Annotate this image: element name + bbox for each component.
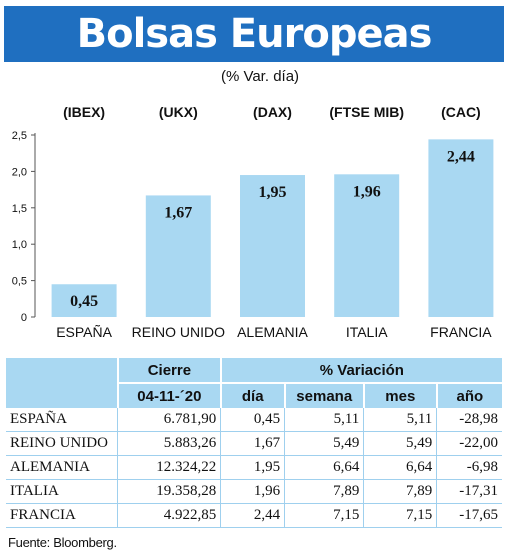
row-dia: 1,95 [220,455,285,480]
row-name: ALEMANIA [6,455,118,480]
bar [51,284,117,317]
y-tick-label: 0,5 [12,276,27,288]
index-label: (CAC) [441,104,481,120]
y-tick-label: 2,5 [12,130,27,142]
header-blank [6,358,118,383]
y-tick-label: 1,5 [12,203,27,215]
row-dia: 0,45 [220,408,285,432]
index-label: (IBEX) [63,104,105,120]
data-label: 1,67 [164,204,192,221]
x-tick-label: ITALIA [346,324,388,340]
header-variacion: % Variación [219,358,502,384]
row-anio: -22,00 [436,431,502,456]
header-date: 04-11-´20 [116,383,221,408]
header-cierre: Cierre [116,358,221,384]
row-name: ITALIA [6,479,118,504]
row-semana: 5,49 [284,431,364,456]
row-semana: 7,15 [284,503,364,528]
row-name: REINO UNIDO [6,431,118,456]
table-row: ESPAÑA 6.781,90 0,45 5,11 5,11 -28,98 [6,408,502,432]
row-dia: 2,44 [220,503,285,528]
y-tick-label: 1,0 [12,239,27,251]
data-label: 2,44 [447,148,475,165]
data-label: 1,96 [353,183,381,200]
row-cierre: 19.358,28 [117,479,221,504]
row-name: ESPAÑA [6,408,118,432]
chart-subtitle: (% Var. día) [220,68,300,85]
row-mes: 6,64 [363,455,437,480]
row-cierre: 6.781,90 [117,408,221,432]
col-dia: día [219,383,285,408]
table-row: REINO UNIDO 5.883,26 1,67 5,49 5,49 -22,00 [6,431,502,456]
header-blank-2 [6,383,118,408]
row-mes: 7,15 [363,503,437,528]
row-anio: -17,31 [436,479,502,504]
source-note: Fuente: Bloomberg. [8,535,117,550]
table-row: ITALIA 19.358,28 1,96 7,89 7,89 -17,31 [6,479,502,504]
row-semana: 5,11 [284,408,364,432]
x-tick-label: REINO UNIDO [132,324,225,340]
row-dia: 1,96 [220,479,285,504]
row-mes: 5,11 [363,408,437,432]
row-anio: -17,65 [436,503,502,528]
data-label: 0,45 [70,293,98,310]
row-semana: 6,64 [284,455,364,480]
row-cierre: 5.883,26 [117,431,221,456]
y-tick-label: 0 [21,312,27,324]
row-dia: 1,67 [220,431,285,456]
bar [145,195,211,317]
col-anio: año [435,383,502,408]
data-label: 1,95 [259,184,287,201]
row-cierre: 4.922,85 [117,503,221,528]
index-label: (UKX) [159,104,198,120]
bar [428,139,494,317]
col-semana: semana [283,383,364,408]
row-mes: 7,89 [363,479,437,504]
bar [240,175,305,317]
col-mes: mes [362,383,437,408]
row-cierre: 12.324,22 [117,455,221,480]
title-banner: Bolsas Europeas [4,6,504,62]
row-anio: -28,98 [436,408,502,432]
index-label: (DAX) [253,104,292,120]
row-mes: 5,49 [363,431,437,456]
row-name: FRANCIA [6,503,118,528]
x-tick-label: ESPAÑA [56,324,112,340]
table-row: FRANCIA 4.922,85 2,44 7,15 7,15 -17,65 [6,503,502,528]
table-row: ALEMANIA 12.324,22 1,95 6,64 6,64 -6,98 [6,455,502,480]
index-label: (FTSE MIB) [329,104,404,120]
x-tick-label: ALEMANIA [237,324,308,340]
row-semana: 7,89 [284,479,364,504]
page-title: Bolsas Europeas [76,11,433,57]
bar [334,174,400,317]
y-tick-label: 2,0 [12,166,27,178]
bar-chart: 0 0,5 1,0 1,5 2,0 2,5 0,45 (IBEX) ESPAÑA 1,67 (UKX… [12,104,494,340]
x-tick-label: FRANCIA [430,324,492,340]
row-anio: -6,98 [436,455,502,480]
market-table: Cierre % Variación 04-11-´20 día semana … [6,358,502,528]
